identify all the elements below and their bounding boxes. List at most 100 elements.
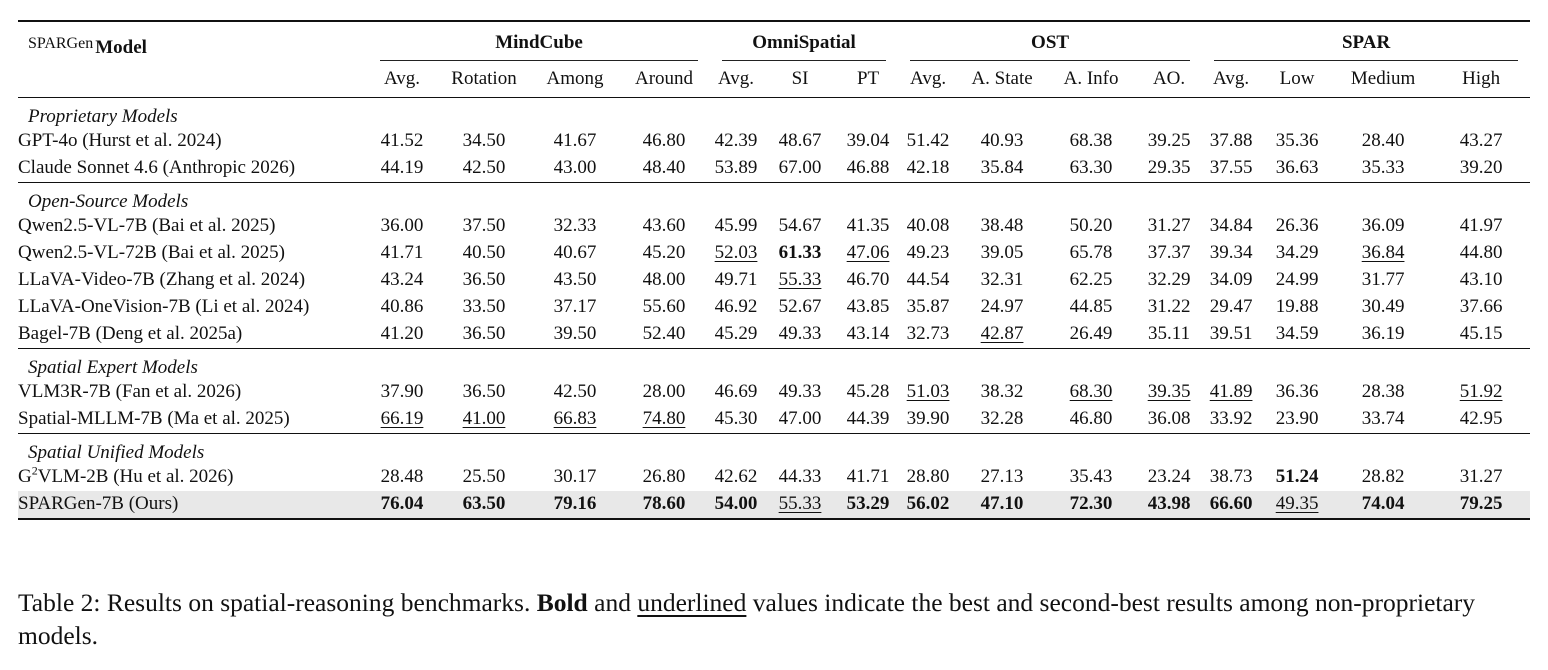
value-cell: 43.10 [1432,267,1530,294]
cell-value: 42.62 [714,466,758,487]
cell-value: 43.27 [1459,130,1503,151]
value-cell: 72.30 [1046,490,1137,520]
model-name: Qwen2.5-VL-72B (Bai et al. 2025) [18,242,285,263]
value-cell: 37.50 [436,213,532,240]
cell-value: 41.52 [380,130,424,151]
value-cell: 49.23 [898,240,958,267]
value-cell: 40.08 [898,213,958,240]
cell-value: 26.36 [1275,215,1319,236]
cell-value: 40.86 [380,296,424,317]
value-cell: 38.73 [1202,464,1260,491]
cell-value: 52.40 [642,323,686,344]
cell-value: 45.20 [642,242,686,263]
cell-value: 44.33 [778,466,822,487]
value-cell: 31.27 [1136,213,1202,240]
cell-value: 40.50 [462,242,506,263]
cell-value: 43.00 [553,157,597,178]
value-cell: 55.60 [618,294,710,321]
column-header: PT [838,62,899,98]
cell-value: 39.50 [553,323,597,344]
value-cell: 26.36 [1260,213,1334,240]
value-cell: 46.92 [710,294,762,321]
cell-value: 62.25 [1069,269,1113,290]
cell-value: 44.39 [846,408,890,429]
value-cell: 74.04 [1334,490,1433,520]
cell-value: 47.00 [778,408,822,429]
cell-value: 39.51 [1209,323,1253,344]
cell-value: 41.71 [380,242,424,263]
model-name: Spatial-MLLM-7B (Ma et al. 2025) [18,408,290,429]
value-cell: 32.28 [958,406,1046,434]
cell-value: 33.74 [1361,408,1405,429]
value-cell: 47.06 [838,240,898,267]
section-title: Proprietary Models [18,96,1531,128]
value-cell: 46.69 [710,379,762,406]
model-name: LLaVA-Video-7B (Zhang et al. 2024) [18,269,306,290]
section-title: Spatial Unified Models [18,432,1531,464]
value-cell: 37.55 [1202,155,1260,183]
value-cell: 28.80 [898,464,958,491]
section-header-row: Proprietary Models [18,96,1531,128]
column-header: Avg. [710,62,763,98]
table-row: G2VLM-2B (Hu et al. 2026) 28.48 25.50 30.17… [18,464,1530,491]
value-cell: 46.80 [1046,406,1136,434]
value-cell: 34.50 [436,128,532,155]
model-name-cell: Qwen2.5-VL-7B (Bai et al. 2025) [18,213,368,240]
cell-value: 19.88 [1275,296,1319,317]
value-cell: 36.50 [436,379,532,406]
cell-value: 49.23 [906,242,950,263]
cell-value: 78.60 [642,493,686,514]
value-cell: 43.00 [532,155,618,183]
cell-value: 26.49 [1069,323,1113,344]
value-cell: 36.63 [1260,155,1334,183]
cell-value: 26.80 [642,466,686,487]
column-header: Around [618,62,711,98]
model-name-prefix: G [18,466,32,487]
value-cell: 42.62 [710,464,762,491]
table-body: Proprietary Models GPT-4o (Hurst et al. 2… [18,96,1531,520]
value-cell: 68.38 [1046,128,1136,155]
cell-value: 39.05 [980,242,1024,263]
cell-value: 43.10 [1459,269,1503,290]
cell-value: 74.04 [1361,493,1405,514]
value-cell: 27.13 [958,464,1046,491]
value-cell: 67.00 [762,155,838,183]
cell-value: 32.31 [980,269,1024,290]
value-cell: 31.77 [1334,267,1432,294]
column-header: Avg. [1202,62,1261,98]
model-name-cell: LLaVA-Video-7B (Zhang et al. 2024) [18,267,368,294]
cell-value: 51.24 [1275,466,1319,487]
cell-value: 23.24 [1147,466,1191,487]
column-header: Avg. [898,62,959,98]
cell-value: 48.00 [642,269,686,290]
cell-value: 32.73 [906,323,950,344]
value-cell: 33.74 [1334,406,1432,434]
cell-value: 56.02 [906,493,950,514]
cell-value: 37.88 [1209,130,1253,151]
value-cell: 35.11 [1136,321,1202,349]
value-cell: 51.92 [1432,379,1530,406]
cell-value: 68.38 [1069,130,1113,151]
value-cell: 52.67 [762,294,838,321]
value-cell: 46.88 [838,155,898,183]
value-cell: 51.03 [898,379,958,406]
value-cell: 32.29 [1136,267,1202,294]
value-cell: 41.71 [838,464,898,491]
cell-value: 35.11 [1148,323,1191,344]
model-name-cell: Spatial-MLLM-7B (Ma et al. 2025) [18,406,368,434]
model-name: SPARGen-7B (Ours) [18,493,179,514]
value-cell: 33.50 [436,294,532,321]
cell-value: 34.84 [1209,215,1253,236]
value-cell: 49.33 [762,379,838,406]
value-cell: 39.50 [532,321,618,349]
model-name: GPT-4o (Hurst et al. 2024) [18,130,222,151]
value-cell: 47.10 [958,490,1047,520]
value-cell: 56.02 [898,490,959,520]
cell-value: 46.88 [846,157,890,178]
cell-value: 35.33 [1361,157,1405,178]
value-cell: 44.33 [762,464,838,491]
value-cell: 39.04 [838,128,898,155]
value-cell: 39.35 [1136,379,1202,406]
value-cell: 53.89 [710,155,762,183]
value-cell: 36.84 [1334,240,1432,267]
